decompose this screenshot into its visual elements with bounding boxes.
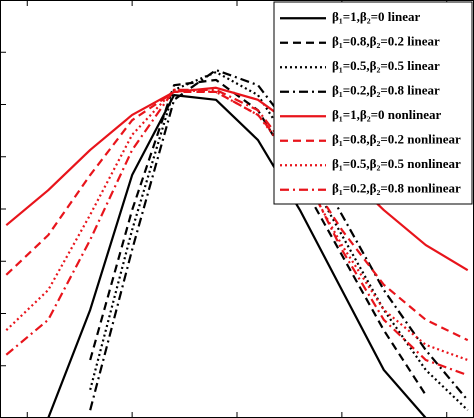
series-line — [5, 88, 469, 362]
series-line — [89, 71, 469, 411]
series-line — [47, 93, 427, 418]
series-line — [5, 86, 469, 272]
legend-label: β₁=0.8,β₂=0.2 linear — [332, 34, 440, 49]
plot-area — [5, 68, 469, 418]
legend-label: β₁=0.8,β₂=0.2 nonlinear — [332, 132, 461, 147]
legend-label: β₁=0.5,β₂=0.5 nonlinear — [332, 156, 461, 171]
legend: β₁=1,β₂=0 linear β₁=0.8,β₂=0.2 linear β₁=0… — [273, 1, 473, 205]
series-line — [5, 88, 469, 377]
legend-label: β₁=0.2,β₂=0.8 linear — [332, 83, 440, 98]
legend-label: β₁=1,β₂=0 nonlinear — [332, 107, 441, 122]
legend-label: β₁=1,β₂=0 linear — [332, 9, 421, 24]
legend-box — [273, 1, 473, 205]
legend-label: β₁=0.5,β₂=0.5 linear — [332, 58, 440, 73]
legend-label: β₁=0.2,β₂=0.8 nonlinear — [332, 181, 461, 196]
